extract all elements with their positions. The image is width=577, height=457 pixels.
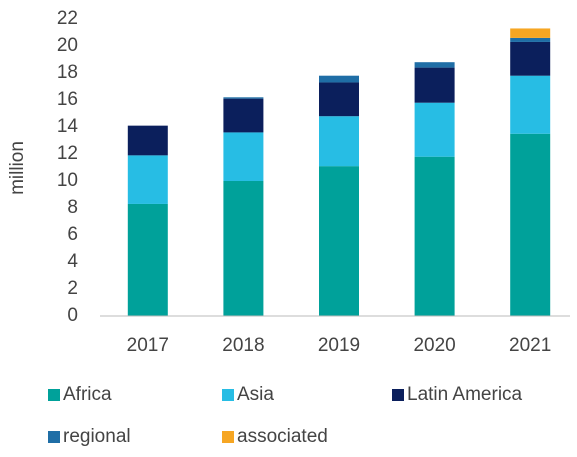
legend-swatch [48, 389, 60, 401]
legend-swatch [222, 431, 234, 443]
bar-segment [319, 75, 359, 83]
bar-segment [510, 41, 551, 76]
bar-segment [127, 203, 168, 316]
bar-segment [414, 156, 455, 316]
legend-swatch [392, 389, 404, 401]
y-tick-label: 2 [67, 278, 78, 299]
bar-segment [319, 166, 359, 316]
y-tick-label: 20 [57, 35, 78, 56]
x-tick-label: 2019 [318, 335, 360, 356]
y-tick-label: 14 [57, 116, 79, 137]
bar-segment [510, 28, 551, 38]
y-tick-label: 16 [57, 89, 78, 110]
bar-segment [223, 98, 264, 133]
y-tick-label: 4 [67, 251, 78, 272]
y-tick-label: 0 [67, 305, 78, 326]
bar-segment [414, 62, 455, 68]
y-tick-label: 12 [57, 143, 78, 164]
legend-label: Latin America [407, 384, 523, 405]
y-axis-label: million [7, 141, 28, 195]
legend-label: regional [63, 426, 131, 447]
bar-segment [223, 97, 264, 99]
y-tick-label: 10 [57, 170, 78, 191]
bar-segment [319, 82, 359, 117]
x-tick-label: 2017 [127, 335, 169, 356]
y-tick-label: 22 [57, 8, 78, 29]
bar-segment [414, 102, 455, 157]
legend-swatch [222, 389, 234, 401]
bar-segment [510, 75, 551, 134]
x-tick-label: 2021 [509, 335, 551, 356]
bar-segment [510, 37, 551, 42]
x-tick-label: 2018 [222, 335, 264, 356]
bar-segment [510, 133, 551, 316]
x-tick-label: 2020 [413, 335, 455, 356]
bar-segment [414, 67, 455, 103]
legend-label: Asia [237, 384, 274, 405]
bar-segment [127, 155, 168, 204]
legend-label: associated [237, 426, 328, 447]
legend-label: Africa [63, 384, 112, 405]
y-tick-label: 8 [67, 197, 78, 218]
bar-segment [319, 116, 359, 167]
y-tick-label: 18 [57, 62, 78, 83]
bar-segment [127, 125, 168, 156]
bar-segment [223, 181, 264, 316]
legend-swatch [48, 431, 60, 443]
bar-segment [223, 132, 264, 181]
y-tick-label: 6 [67, 224, 78, 245]
